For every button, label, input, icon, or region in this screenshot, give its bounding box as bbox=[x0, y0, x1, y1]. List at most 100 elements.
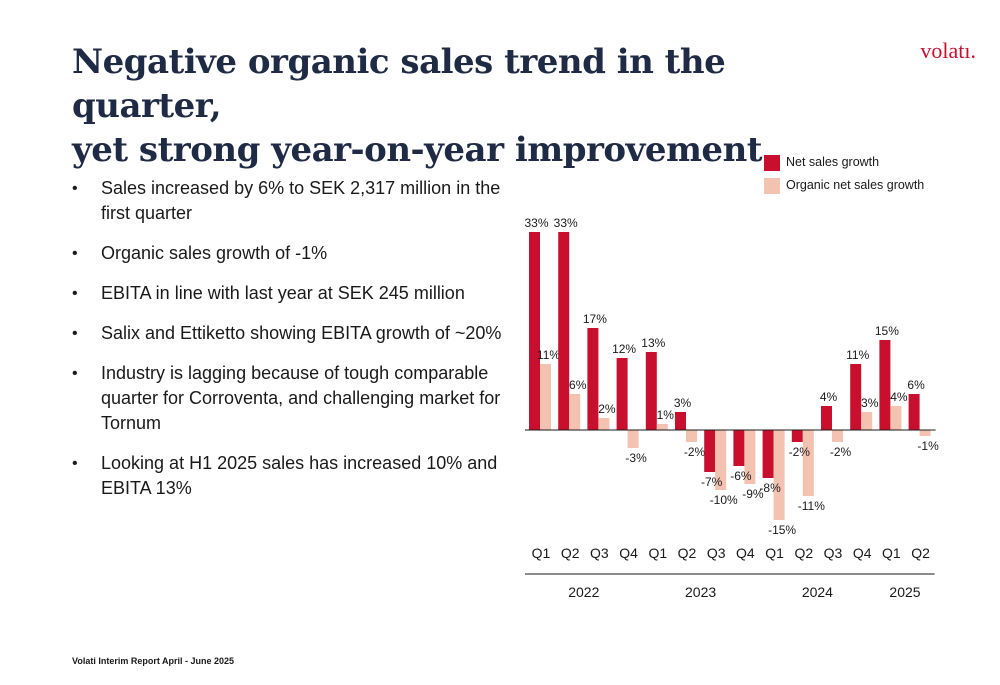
data-label-organic: -10% bbox=[710, 493, 738, 507]
bar-organic-sales bbox=[773, 430, 785, 520]
bar-net-sales bbox=[791, 430, 803, 442]
year-label: 2025 bbox=[889, 584, 920, 600]
x-tick-label: Q4 bbox=[853, 545, 872, 561]
x-tick-label: Q1 bbox=[648, 545, 667, 561]
bullet-text: Organic sales growth of -1% bbox=[101, 243, 328, 263]
bullet-text: Industry is lagging because of tough com… bbox=[101, 363, 501, 433]
data-label-net: 33% bbox=[554, 216, 578, 230]
title-line-1: Negative organic sales trend in the quar… bbox=[72, 42, 726, 126]
data-label-organic: 11% bbox=[537, 348, 560, 362]
bar-net-sales bbox=[762, 430, 774, 478]
data-label-net: 3% bbox=[674, 396, 692, 410]
x-tick-label: Q2 bbox=[794, 545, 813, 561]
data-label-organic: 2% bbox=[598, 402, 616, 416]
bullet-text: Salix and Ettiketto showing EBITA growth… bbox=[101, 323, 502, 343]
volati-logo: volatı. bbox=[920, 38, 976, 63]
legend-label-net: Net sales growth bbox=[786, 155, 880, 169]
x-tick-label: Q1 bbox=[765, 545, 784, 561]
legend-swatch-net bbox=[764, 155, 780, 171]
data-label-organic: 6% bbox=[569, 378, 587, 392]
data-label-net: 11% bbox=[846, 348, 869, 362]
bullet-item: • EBITA in line with last year at SEK 245… bbox=[72, 281, 512, 306]
bar-net-sales bbox=[529, 232, 540, 430]
title-line-2: yet strong year-on-year improvement bbox=[72, 130, 763, 170]
bullet-item: • Looking at H1 2025 sales has increased … bbox=[72, 451, 512, 501]
bar-net-sales bbox=[908, 394, 920, 430]
bullet-text: Sales increased by 6% to SEK 2,317 milli… bbox=[101, 178, 501, 223]
bullet-icon: • bbox=[72, 245, 78, 262]
bar-net-sales bbox=[558, 232, 570, 430]
bar-organic-sales bbox=[919, 430, 931, 436]
bullet-item: • Organic sales growth of -1% bbox=[72, 241, 512, 266]
bar-net-sales bbox=[821, 406, 832, 430]
bullet-text: EBITA in line with last year at SEK 245 … bbox=[101, 283, 465, 303]
bar-organic-sales bbox=[627, 430, 639, 448]
data-label-net: 33% bbox=[524, 216, 548, 230]
bullet-item: • Sales increased by 6% to SEK 2,317 mill… bbox=[72, 176, 512, 226]
bullet-icon: • bbox=[72, 285, 78, 302]
x-tick-label: Q2 bbox=[678, 545, 697, 561]
x-tick-label: Q1 bbox=[882, 545, 901, 561]
data-label-net: 17% bbox=[583, 312, 607, 326]
data-label-net: -7% bbox=[701, 475, 723, 489]
bar-organic-sales bbox=[569, 394, 581, 430]
data-label-net: -2% bbox=[789, 445, 811, 459]
data-label-net: -8% bbox=[759, 481, 781, 495]
legend-swatch-organic bbox=[764, 178, 780, 194]
bullet-icon: • bbox=[72, 325, 78, 342]
data-label-net: 4% bbox=[820, 390, 838, 404]
x-tick-label: Q3 bbox=[824, 545, 843, 561]
data-label-organic: -2% bbox=[684, 445, 706, 459]
bar-organic-sales bbox=[802, 430, 814, 496]
bullet-icon: • bbox=[72, 365, 78, 382]
bar-net-sales bbox=[733, 430, 745, 466]
bullet-text: Looking at H1 2025 sales has increased 1… bbox=[101, 453, 498, 498]
x-tick-label: Q3 bbox=[707, 545, 726, 561]
data-label-net: 6% bbox=[907, 378, 925, 392]
bullet-icon: • bbox=[72, 180, 78, 197]
bar-organic-sales bbox=[686, 430, 697, 442]
bar-organic-sales bbox=[890, 406, 902, 430]
year-label: 2023 bbox=[685, 584, 716, 600]
data-label-organic: 4% bbox=[890, 390, 908, 404]
bar-net-sales bbox=[675, 412, 686, 430]
bar-net-sales bbox=[645, 352, 657, 430]
bullet-item: • Industry is lagging because of tough co… bbox=[72, 361, 512, 436]
bar-net-sales bbox=[616, 358, 628, 430]
bar-organic-sales bbox=[744, 430, 756, 484]
data-label-organic: -3% bbox=[625, 451, 647, 465]
data-label-net: -6% bbox=[730, 469, 752, 483]
data-label-net: 15% bbox=[875, 324, 899, 338]
data-label-organic: 1% bbox=[657, 408, 675, 422]
bar-organic-sales bbox=[598, 418, 610, 430]
bar-organic-sales bbox=[861, 412, 873, 430]
data-label-net: 13% bbox=[641, 336, 665, 350]
data-label-organic: -2% bbox=[830, 445, 852, 459]
x-tick-label: Q4 bbox=[619, 545, 638, 561]
bullet-item: • Salix and Ettiketto showing EBITA growt… bbox=[72, 321, 512, 346]
x-tick-label: Q3 bbox=[590, 545, 609, 561]
bar-organic-sales bbox=[540, 364, 551, 430]
x-tick-label: Q2 bbox=[561, 545, 580, 561]
bar-net-sales bbox=[587, 328, 599, 430]
x-tick-label: Q2 bbox=[911, 545, 930, 561]
data-label-net: 12% bbox=[612, 342, 636, 356]
bar-net-sales bbox=[850, 364, 862, 430]
year-label: 2024 bbox=[802, 584, 833, 600]
data-label-organic: -15% bbox=[768, 523, 796, 537]
bullet-list: • Sales increased by 6% to SEK 2,317 mill… bbox=[72, 176, 512, 516]
bar-organic-sales bbox=[656, 424, 668, 430]
page-title: Negative organic sales trend in the quar… bbox=[72, 40, 832, 172]
bar-net-sales bbox=[879, 340, 891, 430]
bar-organic-sales bbox=[832, 430, 843, 442]
bar-net-sales bbox=[704, 430, 716, 472]
bar-organic-sales bbox=[715, 430, 727, 490]
footer-note: Volati Interim Report April - June 2025 bbox=[72, 656, 235, 666]
bullet-icon: • bbox=[72, 455, 78, 472]
data-label-organic: 3% bbox=[861, 396, 879, 410]
data-label-organic: -1% bbox=[917, 439, 939, 453]
x-tick-label: Q1 bbox=[532, 545, 551, 561]
x-tick-label: Q4 bbox=[736, 545, 755, 561]
data-label-organic: -11% bbox=[798, 499, 825, 513]
